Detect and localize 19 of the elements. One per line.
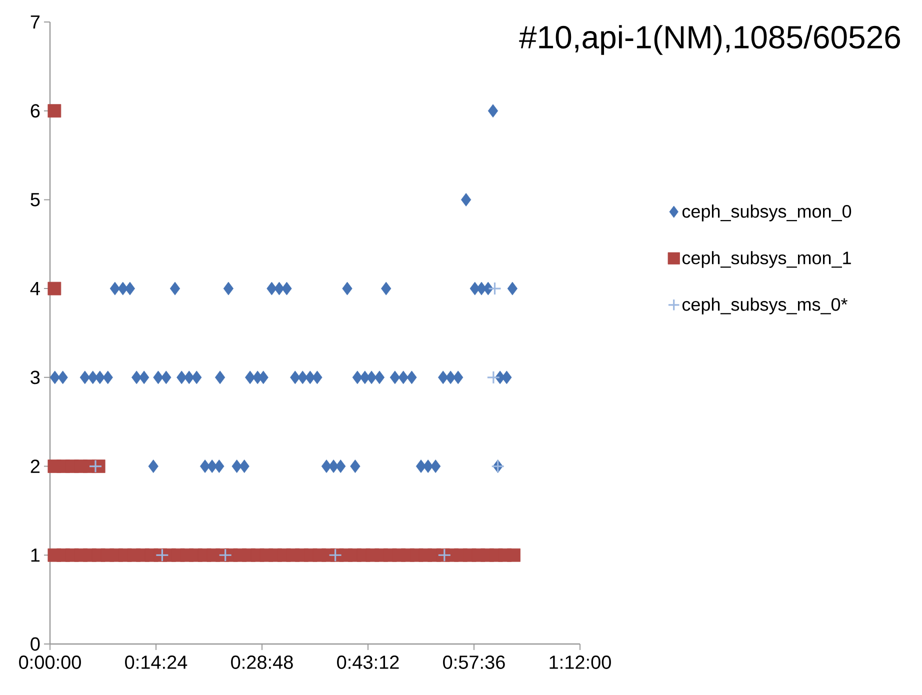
legend-label: ceph_subsys_mon_0 xyxy=(682,204,852,222)
y-tick-label: 4 xyxy=(30,282,40,296)
x-tick-label: 0:14:24 xyxy=(125,656,188,669)
y-tick-label: 3 xyxy=(30,370,40,384)
legend-label: ceph_subsys_mon_1 xyxy=(682,251,851,268)
y-tick-label: 6 xyxy=(30,104,40,118)
x-tick-label: 0:00:00 xyxy=(19,656,81,669)
y-tick-label: 2 xyxy=(30,460,40,473)
x-tick-label: 0:43:12 xyxy=(337,656,399,669)
y-tick-label: 0 xyxy=(30,637,40,651)
y-tick-label: 7 xyxy=(30,15,40,29)
x-tick-label: 0:28:48 xyxy=(231,656,293,669)
text: #10,api-1(NM),1085/60526 xyxy=(519,25,900,55)
y-tick-label: 1 xyxy=(31,548,40,562)
x-tick-label: 0:57:36 xyxy=(443,656,505,669)
x-tick-label: 1:12:00 xyxy=(550,656,611,669)
legend-label: ceph_subsys_ms_0* xyxy=(682,298,848,314)
y-tick-label: 5 xyxy=(30,193,40,206)
point xyxy=(218,548,232,562)
